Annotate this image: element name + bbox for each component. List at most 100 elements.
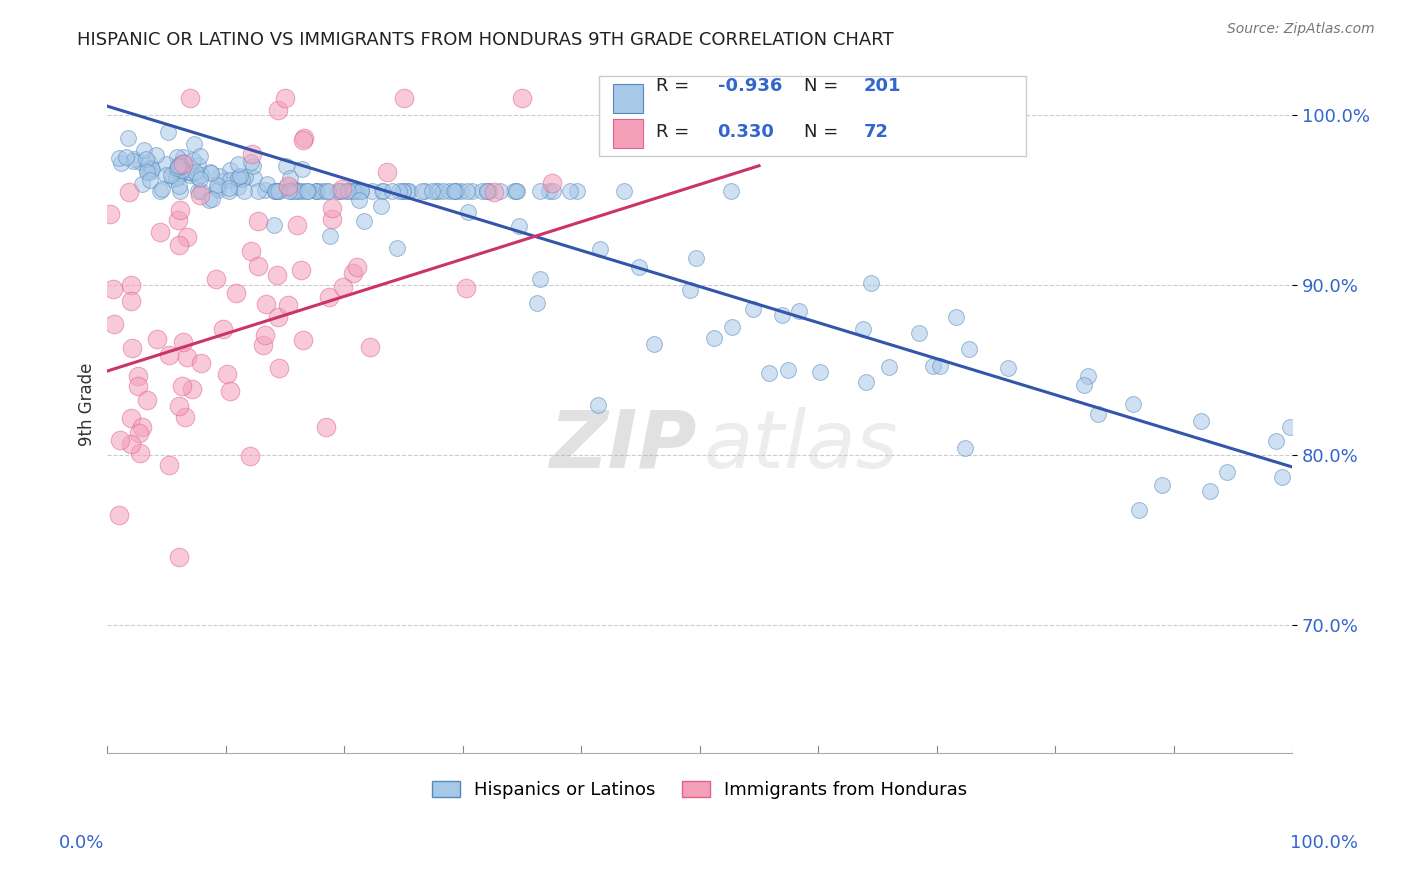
Text: ZIP: ZIP [548,407,696,485]
Point [131,419,153,434]
Point [292,131,315,145]
Point [136,393,159,408]
Point [787,304,810,318]
Point [537,184,560,198]
Point [184,165,207,179]
Point [420,184,443,198]
Point [1128,503,1150,517]
Point [506,184,529,198]
Point [342,266,364,280]
Point [198,193,221,207]
Point [190,169,212,183]
Point [122,152,145,166]
Point [167,238,190,252]
Point [218,184,240,198]
Point [460,184,482,198]
Point [226,157,249,171]
Point [167,159,190,173]
Point [543,184,565,198]
Point [957,343,980,357]
Point [239,449,262,463]
Point [315,184,337,198]
Point [141,162,163,177]
Y-axis label: 9th Grade: 9th Grade [79,362,96,446]
Point [318,290,340,304]
Point [233,184,256,198]
Point [181,382,204,396]
Point [267,184,290,198]
Point [181,166,204,180]
Point [117,131,139,145]
Point [190,184,212,198]
Point [450,184,472,198]
Point [426,184,449,198]
Point [225,286,247,301]
Point [165,171,187,186]
Point [149,184,172,198]
Point [167,399,190,413]
Point [214,173,236,187]
Point [183,136,205,151]
Point [432,184,454,198]
Point [277,179,299,194]
Point [243,171,266,186]
Point [1073,378,1095,392]
Point [443,184,465,198]
Point [167,212,190,227]
Point [315,420,337,434]
Point [172,335,194,350]
Point [172,149,194,163]
Point [155,168,177,182]
Point [120,293,142,308]
Point [166,150,188,164]
Point [127,378,149,392]
Text: 100.0%: 100.0% [1291,834,1358,852]
Point [219,173,242,187]
Point [305,184,328,198]
Point [1150,478,1173,492]
Point [1122,397,1144,411]
Text: atlas: atlas [703,407,898,485]
Point [157,458,180,473]
Point [321,201,343,215]
Point [172,157,194,171]
Point [267,184,290,198]
Point [359,340,381,354]
Point [231,172,253,186]
Point [437,184,460,198]
Point [246,184,269,198]
Point [391,184,413,198]
Point [297,184,319,198]
Text: -0.936: -0.936 [717,77,782,95]
Point [770,308,793,322]
Point [503,184,526,198]
Point [136,163,159,178]
Point [132,144,155,158]
Point [685,251,707,265]
Point [758,367,780,381]
Point [526,296,548,310]
Legend: Hispanics or Latinos, Immigrants from Honduras: Hispanics or Latinos, Immigrants from Ho… [425,774,974,806]
Point [1265,434,1288,448]
Text: HISPANIC OR LATINO VS IMMIGRANTS FROM HONDURAS 9TH GRADE CORRELATION CHART: HISPANIC OR LATINO VS IMMIGRANTS FROM HO… [77,31,894,49]
Point [174,409,197,424]
Point [316,184,339,198]
Point [169,184,191,198]
Point [997,361,1019,376]
Point [186,170,208,185]
Point [233,169,256,184]
Point [172,155,194,169]
Point [160,172,183,186]
Point [176,350,198,364]
Point [478,184,501,198]
Point [558,184,581,198]
Point [1271,470,1294,484]
Point [287,184,309,198]
Point [131,178,153,192]
Point [278,171,301,186]
Point [188,187,211,202]
Point [808,365,831,379]
Point [721,320,744,334]
Point [129,155,152,169]
Point [277,298,299,312]
